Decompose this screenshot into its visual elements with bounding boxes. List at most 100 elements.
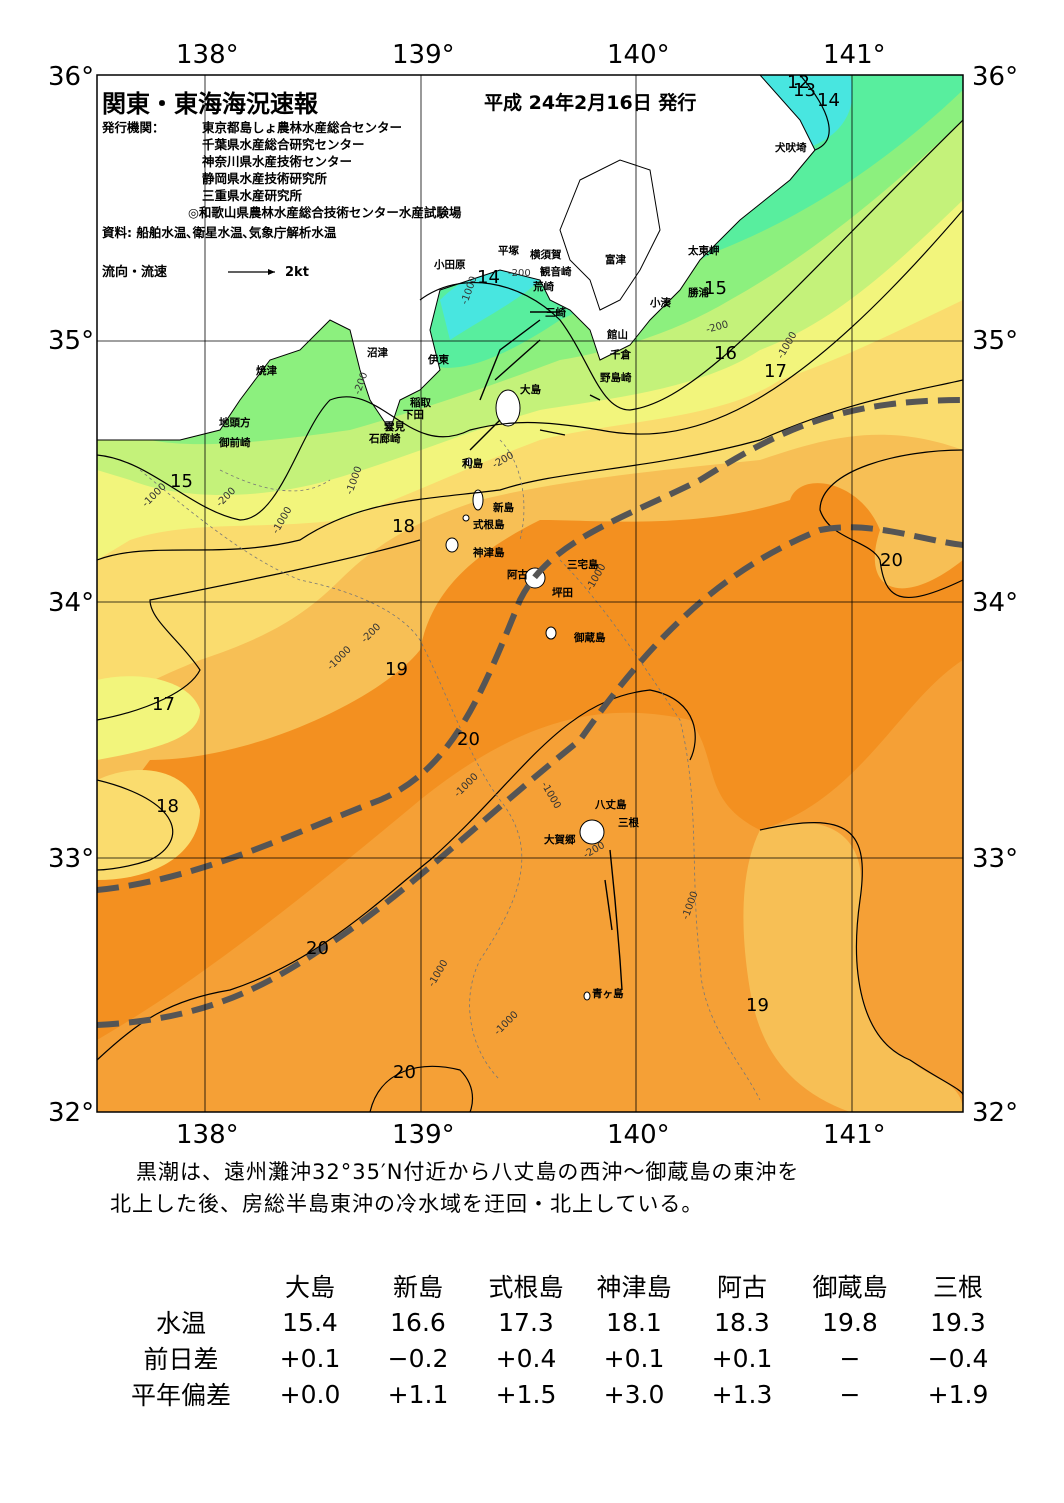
lon-label-bottom: 141° — [823, 1120, 886, 1150]
place-label: 大島 — [520, 384, 541, 396]
island-aogashima — [583, 991, 591, 1001]
lon-label-bottom: 140° — [607, 1120, 670, 1150]
band-17b — [97, 676, 200, 760]
lon-label-top: 140° — [607, 40, 670, 70]
column-header: 御蔵島 — [812, 1273, 888, 1302]
summary-line: 黒潮は、遠州灘沖32°35′N付近から八丈島の西沖～御蔵島の東沖を — [136, 1160, 800, 1184]
contour-label: 17 — [152, 694, 175, 715]
place-label: 沼津 — [367, 347, 388, 359]
island-hachijojima — [579, 819, 605, 845]
place-label: 三根 — [618, 817, 639, 829]
lat-label-left: 35° — [48, 326, 95, 356]
lat-label-left: 33° — [48, 844, 95, 874]
island-niijima — [472, 489, 484, 511]
place-label: 館山 — [607, 329, 628, 341]
island-shikinejima — [462, 514, 470, 522]
column-header: 三根 — [932, 1273, 983, 1302]
lat-label-left: 32° — [48, 1098, 95, 1128]
place-label: 阿古 — [507, 569, 528, 581]
lon-label-top: 139° — [392, 40, 455, 70]
contour-label: 19 — [746, 995, 769, 1016]
land-boso — [559, 159, 661, 311]
lat-label-right: 36° — [972, 62, 1019, 92]
place-label: 千倉 — [610, 349, 631, 361]
table-cell: 17.3 — [498, 1307, 554, 1337]
map-frame — [96, 74, 964, 1113]
place-label: 利島 — [462, 458, 483, 470]
contour-label: 20 — [306, 938, 329, 959]
column-header: 大島 — [284, 1273, 335, 1302]
band-19b — [743, 822, 963, 1112]
table-cell: 15.4 — [282, 1307, 338, 1337]
place-label: 三崎 — [545, 307, 566, 319]
lon-label-top: 138° — [176, 40, 239, 70]
row-header: 水温 — [155, 1309, 206, 1338]
place-label: 伊東 — [428, 354, 449, 366]
table-cell: 19.3 — [930, 1307, 986, 1337]
table-cell: +0.1 — [279, 1343, 341, 1373]
place-label: 三宅島 — [567, 559, 599, 571]
place-label: 太東岬 — [688, 245, 720, 257]
lat-label-right: 34° — [972, 588, 1019, 618]
table-cell: −0.4 — [927, 1343, 989, 1373]
table-cell: +0.4 — [495, 1343, 557, 1373]
row-header: 前日差 — [143, 1345, 219, 1374]
issuer-line: ◎和歌山県農林水産総合技術センター水産試験場 — [188, 205, 462, 220]
issuer-line: 千葉県水産総合研究センター — [202, 137, 365, 152]
place-label: 青ヶ島 — [592, 988, 624, 1000]
contour-label: 19 — [385, 659, 408, 680]
table-header-row: 大島 新島 式根島 神津島 阿古 御蔵島 三根 — [106, 1268, 1012, 1304]
contour-label: 18 — [392, 516, 415, 537]
table-cell: 16.6 — [390, 1307, 446, 1337]
table-cell: +0.1 — [603, 1343, 665, 1373]
place-label: 犬吠埼 — [775, 142, 807, 154]
contour-label: 20 — [393, 1062, 416, 1083]
table-row: 水温 15.4 16.6 17.3 18.1 18.3 19.8 19.3 — [106, 1304, 1012, 1340]
table-cell: +1.5 — [495, 1379, 557, 1409]
place-label: 雲見 — [384, 421, 405, 433]
table-cell: +0.0 — [279, 1379, 341, 1409]
depth-label: -200 — [508, 268, 531, 279]
place-label: 焼津 — [256, 365, 277, 377]
place-label: 石廊崎 — [369, 433, 401, 445]
table-cell: +0.1 — [711, 1343, 773, 1373]
table-cell: 19.8 — [822, 1307, 878, 1337]
place-label: 勝浦 — [688, 287, 709, 299]
data-sources: 資料: 船舶水温､衛星水温､気象庁解析水温 — [102, 225, 337, 240]
place-label: 平塚 — [498, 245, 519, 257]
place-label: 富津 — [605, 254, 626, 266]
place-label: 式根島 — [473, 519, 505, 531]
table-cell: +1.9 — [927, 1379, 989, 1409]
table-cell: 18.1 — [606, 1307, 662, 1337]
lat-label-right: 35° — [972, 326, 1019, 356]
table-cell: − — [839, 1379, 861, 1409]
table-cell: +3.0 — [603, 1379, 665, 1409]
contour-label: 17 — [764, 361, 787, 382]
graticule — [97, 75, 963, 1112]
map-title: 関東・東海海況速報 — [102, 90, 318, 118]
place-label: 坪田 — [552, 587, 573, 599]
table-row: 前日差 +0.1 −0.2 +0.4 +0.1 +0.1 − −0.4 — [106, 1340, 1012, 1376]
contour-label: 15 — [704, 278, 727, 299]
place-label: 野島崎 — [600, 372, 632, 384]
band-13b — [440, 269, 540, 340]
column-header: 新島 — [392, 1273, 443, 1302]
issuer-line: 神奈川県水産技術センター — [202, 154, 353, 169]
place-label: 稲取 — [410, 397, 431, 409]
summary-line: 北上した後、房総半島東沖の冷水域を迂回・北上している。 — [110, 1192, 704, 1216]
contour-label: 13 — [793, 80, 816, 101]
place-label: 八丈島 — [595, 799, 627, 811]
place-label: 荒崎 — [533, 281, 554, 293]
legend-scale: 2kt — [285, 265, 309, 280]
island-toshima — [465, 457, 473, 467]
place-label: 横須賀 — [530, 249, 562, 261]
current-arrows — [469, 311, 623, 991]
place-label: 神津島 — [473, 547, 505, 559]
column-header: 式根島 — [488, 1273, 564, 1302]
place-label: 小湊 — [650, 297, 671, 309]
place-label: 新島 — [493, 502, 514, 514]
contour-label: 20 — [457, 729, 480, 750]
place-label: 御前崎 — [219, 437, 251, 449]
lat-label-right: 32° — [972, 1098, 1019, 1128]
issue-date: 平成 24年2月16日 発行 — [484, 92, 697, 114]
